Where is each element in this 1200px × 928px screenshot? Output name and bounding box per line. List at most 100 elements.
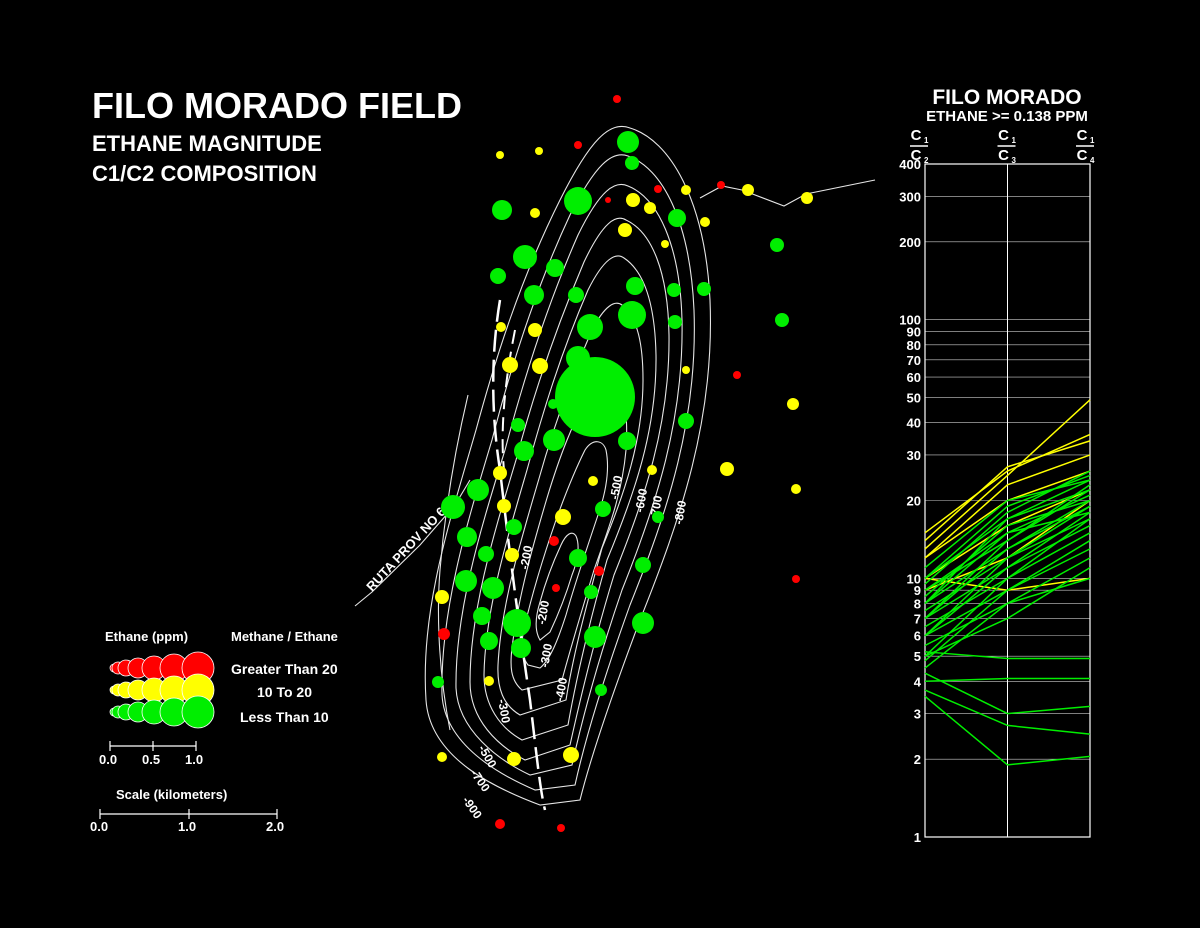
sample-point bbox=[632, 612, 654, 634]
sample-point bbox=[647, 465, 657, 475]
sample-point bbox=[594, 566, 604, 576]
y-tick-label: 40 bbox=[907, 416, 921, 431]
series-line bbox=[924, 479, 1091, 604]
sample-point bbox=[644, 202, 656, 214]
series-line bbox=[924, 695, 1091, 766]
sample-point bbox=[493, 466, 507, 480]
sample-point bbox=[717, 181, 725, 189]
legend: Ethane (ppm) Methane / Ethane Greater Th… bbox=[90, 629, 338, 834]
sample-point bbox=[742, 184, 754, 196]
contour-label: -700 bbox=[468, 767, 493, 795]
sample-point bbox=[435, 590, 449, 604]
sample-point bbox=[549, 536, 559, 546]
figure-title: FILO MORADO FIELD bbox=[92, 85, 462, 126]
sample-point bbox=[524, 285, 544, 305]
sample-point bbox=[564, 187, 592, 215]
x-label-numerator-sub: 1 bbox=[1090, 136, 1095, 145]
sample-point bbox=[770, 238, 784, 252]
y-tick-label: 1 bbox=[914, 830, 921, 845]
y-tick-label: 300 bbox=[899, 189, 921, 204]
x-category-label: C 1C 3 bbox=[997, 127, 1017, 165]
sample-point bbox=[455, 570, 477, 592]
sample-point bbox=[678, 413, 694, 429]
sample-point bbox=[437, 752, 447, 762]
sample-point bbox=[497, 499, 511, 513]
sample-point bbox=[801, 192, 813, 204]
km-tick-2: 2.0 bbox=[266, 819, 284, 834]
sample-point bbox=[546, 259, 564, 277]
sample-point bbox=[496, 151, 504, 159]
sample-point bbox=[432, 676, 444, 688]
sample-point bbox=[548, 399, 558, 409]
y-tick-label: 9 bbox=[914, 583, 921, 598]
sample-point bbox=[595, 684, 607, 696]
sample-point bbox=[613, 95, 621, 103]
sample-point bbox=[503, 609, 531, 637]
series-line bbox=[924, 499, 1091, 619]
series-line bbox=[924, 672, 1091, 715]
sample-point bbox=[574, 141, 582, 149]
contour-label: -600 bbox=[632, 487, 650, 513]
sample-point bbox=[467, 479, 489, 501]
series-line bbox=[924, 577, 1091, 669]
sample-point bbox=[438, 628, 450, 640]
series-line bbox=[924, 479, 1091, 569]
contour-label: -500 bbox=[607, 474, 625, 500]
sample-point bbox=[506, 519, 522, 535]
km-tick-0: 0.0 bbox=[90, 819, 108, 834]
sample-point bbox=[635, 557, 651, 573]
contour-line bbox=[455, 183, 683, 776]
sample-point bbox=[720, 462, 734, 476]
x-label-denominator: C bbox=[998, 147, 1009, 164]
y-tick-label: 90 bbox=[907, 325, 921, 340]
series-line bbox=[924, 505, 1091, 637]
sample-point bbox=[588, 476, 598, 486]
y-tick-label: 80 bbox=[907, 338, 921, 353]
sample-point bbox=[495, 819, 505, 829]
x-label-denominator-sub: 3 bbox=[1012, 156, 1017, 165]
x-category-label: C 1C 4 bbox=[1076, 127, 1095, 165]
legend-ratio-header: Methane / Ethane bbox=[231, 629, 338, 644]
sample-point bbox=[700, 217, 710, 227]
x-category-label: C 1C 2 bbox=[910, 127, 929, 165]
scale-title: Scale (kilometers) bbox=[116, 787, 227, 802]
y-tick-label: 60 bbox=[907, 370, 921, 385]
legend-size-circle bbox=[181, 695, 215, 729]
sample-point bbox=[568, 287, 584, 303]
y-tick-label: 70 bbox=[907, 353, 921, 368]
series-line bbox=[924, 433, 1091, 534]
sample-point bbox=[618, 301, 646, 329]
contour-line bbox=[521, 441, 609, 669]
sample-point bbox=[555, 509, 571, 525]
y-tick-label: 20 bbox=[907, 494, 921, 509]
sample-point bbox=[682, 366, 690, 374]
x-label-denominator-sub: 4 bbox=[1090, 156, 1095, 165]
y-tick-label: 200 bbox=[899, 235, 921, 250]
sample-point bbox=[482, 577, 504, 599]
series-line bbox=[924, 651, 1090, 660]
sample-point bbox=[496, 322, 506, 332]
sample-point bbox=[626, 277, 644, 295]
contour-label: -400 bbox=[552, 676, 570, 702]
sample-point bbox=[625, 156, 639, 170]
series-line bbox=[924, 470, 1091, 585]
sample-point bbox=[535, 147, 543, 155]
sample-point bbox=[555, 357, 635, 437]
x-label-denominator-sub: 2 bbox=[924, 156, 929, 165]
y-tick-label: 6 bbox=[914, 629, 921, 644]
sample-point bbox=[528, 323, 542, 337]
sample-point bbox=[473, 607, 491, 625]
series-line bbox=[924, 440, 1091, 542]
sample-point bbox=[618, 223, 632, 237]
sample-point bbox=[668, 209, 686, 227]
series-line bbox=[924, 518, 1091, 657]
series-line bbox=[924, 677, 1090, 683]
sample-point bbox=[513, 245, 537, 269]
field-map: RUTA PROV NO 6 -200-200-300-300-400-500-… bbox=[354, 95, 876, 832]
legend-class-label-1: 10 To 20 bbox=[257, 684, 312, 700]
sample-point bbox=[441, 495, 465, 519]
y-tick-label: 5 bbox=[914, 649, 921, 664]
sample-point bbox=[569, 549, 587, 567]
sample-point bbox=[577, 314, 603, 340]
